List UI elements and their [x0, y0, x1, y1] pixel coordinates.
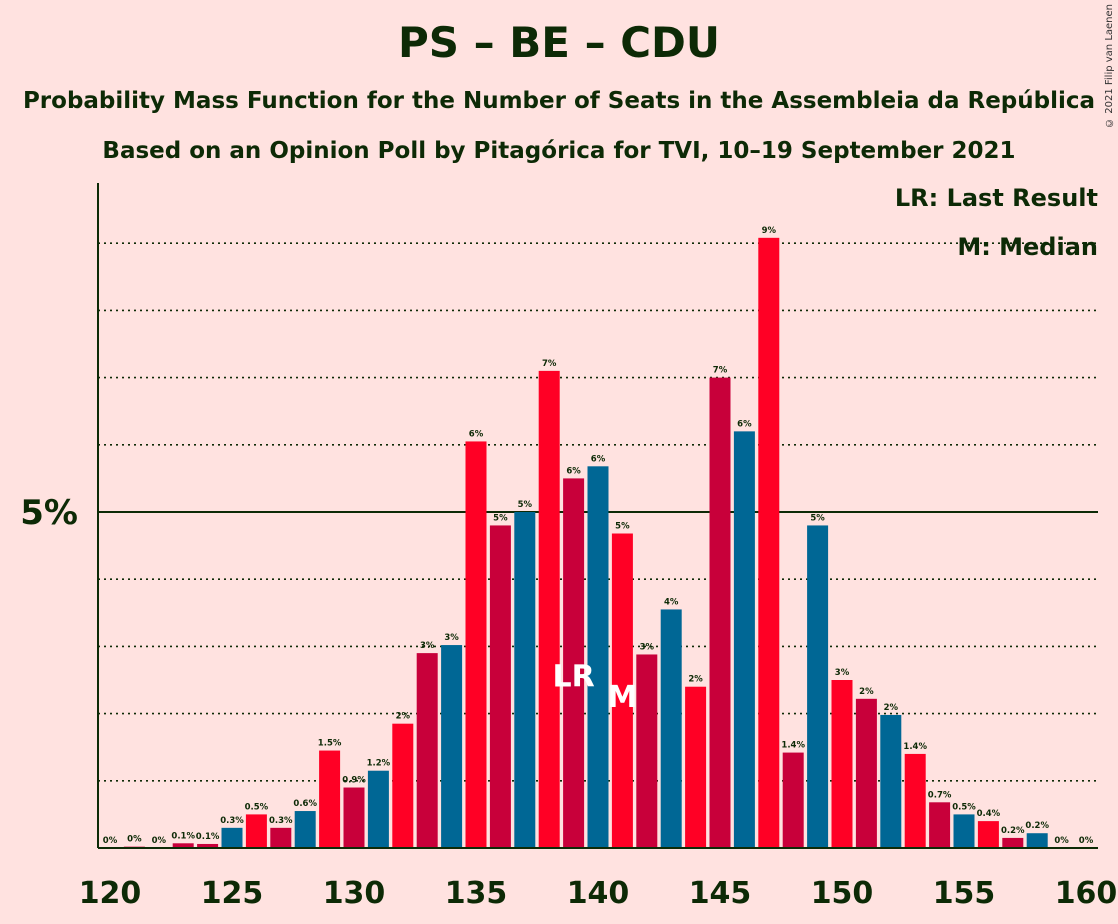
- markers: LR M: [552, 660, 637, 715]
- bar-seat-128: [294, 811, 316, 848]
- legend-last-result: LR: Last Result: [894, 184, 1098, 212]
- bar-seat-125: [221, 827, 243, 848]
- bar-label-seat-137: 5%: [518, 500, 533, 510]
- bar-labels: 0% 0% 0% 0.1% 0.1%0.3%0.5%0.3%0.6%1.5%0.9%1.…: [103, 226, 1094, 846]
- x-tick-label: 140: [567, 876, 630, 911]
- bar-seat-149: [807, 525, 829, 848]
- bar-label-seat-127: 0.3%: [269, 816, 293, 826]
- bar-seat-123: [172, 843, 194, 848]
- bar-seat-147: [758, 237, 780, 849]
- bar-label-seat-158: 0.2%: [1025, 821, 1049, 831]
- bar-label-seat-159: 0%: [1054, 836, 1069, 846]
- bar-label-seat-142: 3%: [640, 642, 655, 652]
- bar-label-seat-131: 1.2%: [367, 759, 391, 769]
- bar-label-seat-145: 7%: [713, 366, 728, 376]
- bar-label-seat-132: 2%: [396, 712, 411, 722]
- bar-seat-153: [904, 753, 926, 848]
- bar-label-seat-124: 0.1%: [196, 832, 220, 842]
- bar-seat-130: [343, 787, 365, 848]
- bar-label-seat-153: 1.4%: [903, 742, 927, 752]
- bar-seat-131: [367, 770, 389, 848]
- bar-label-seat-146: 6%: [737, 419, 752, 429]
- bar-label-seat-129: 1.5%: [318, 739, 342, 749]
- bar-label-seat-148: 1.4%: [781, 741, 805, 751]
- x-tick-label: 150: [811, 876, 874, 911]
- bar-seat-143: [660, 609, 682, 848]
- bar-label-seat-156: 0.4%: [977, 809, 1001, 819]
- bar-label-seat-160: 0%: [1079, 836, 1094, 846]
- bar-label-seat-150: 3%: [835, 668, 850, 678]
- bar-seat-132: [392, 723, 414, 848]
- x-tick-label: 130: [323, 876, 386, 911]
- bar-label-seat-154: 0.7%: [928, 790, 952, 800]
- median-marker: M: [607, 680, 637, 715]
- bar-label-seat-126: 0.5%: [245, 802, 269, 812]
- bars: [123, 237, 1048, 849]
- bar-label-seat-140: 6%: [591, 454, 606, 464]
- bar-seat-158: [1026, 833, 1048, 848]
- bar-label-seat-155: 0.5%: [952, 802, 976, 812]
- bar-seat-129: [319, 750, 341, 848]
- bar-label-seat-147: 9%: [762, 226, 777, 236]
- bar-label-seat-138: 7%: [542, 359, 557, 369]
- chart-subtitle: Probability Mass Function for the Number…: [22, 88, 1096, 114]
- bar-seat-156: [977, 821, 999, 848]
- bar-seat-151: [855, 698, 877, 848]
- bar-label-seat-134: 3%: [444, 633, 459, 643]
- axes: 5% 120 125 130 135 140 145 150 155 160: [20, 183, 1117, 911]
- x-tick-label: 125: [201, 876, 264, 911]
- bar-label-seat-143: 4%: [664, 597, 679, 607]
- bar-seat-145: [709, 377, 731, 848]
- bar-seat-150: [831, 680, 853, 848]
- bar-label-seat-135: 6%: [469, 429, 484, 439]
- bar-label-seat-128: 0.6%: [293, 799, 317, 809]
- x-tick-label: 155: [933, 876, 996, 911]
- bar-seat-146: [733, 431, 755, 848]
- x-tick-label: 120: [79, 876, 142, 911]
- bar-seat-137: [514, 512, 536, 848]
- bar-seat-135: [465, 441, 487, 848]
- bar-label-seat-141: 5%: [615, 522, 630, 532]
- legend-median: M: Median: [957, 233, 1098, 261]
- bar-label-seat-157: 0.2%: [1001, 826, 1025, 836]
- bar-label-seat-133: 3%: [420, 641, 435, 651]
- bar-seat-142: [636, 654, 658, 848]
- bar-seat-133: [416, 653, 438, 848]
- bar-seat-152: [880, 714, 902, 848]
- bar-label-seat-139: 6%: [566, 466, 581, 476]
- bar-seat-148: [782, 752, 804, 848]
- bar-label-seat-149: 5%: [810, 513, 825, 523]
- bar-seat-154: [929, 802, 951, 848]
- bar-label-seat-152: 2%: [884, 703, 899, 713]
- bar-seat-126: [245, 814, 267, 848]
- x-tick-label: 145: [689, 876, 752, 911]
- chart-title: PS – BE – CDU: [397, 18, 720, 67]
- bar-seat-144: [685, 686, 707, 848]
- bar-seat-155: [953, 814, 975, 848]
- bar-seat-134: [441, 645, 463, 848]
- bar-seat-138: [538, 370, 560, 848]
- last-result-marker: LR: [552, 660, 594, 695]
- bar-label-seat-125: 0.3%: [220, 816, 244, 826]
- bar-label-seat-121: 0%: [127, 835, 142, 845]
- x-tick-label: 160: [1055, 876, 1118, 911]
- bar-label-seat-151: 2%: [859, 687, 874, 697]
- bar-seat-140: [587, 466, 609, 848]
- y-tick-label: 5%: [20, 493, 78, 533]
- bar-seat-136: [489, 525, 511, 848]
- bar-seat-124: [197, 843, 219, 848]
- x-tick-label: 135: [445, 876, 508, 911]
- bar-label-seat-122: 0%: [152, 836, 167, 846]
- bar-seat-141: [611, 533, 633, 848]
- bar-label-seat-144: 2%: [688, 675, 703, 685]
- bar-seat-157: [1002, 837, 1024, 848]
- bar-seat-139: [563, 478, 585, 848]
- bar-label-seat-123: 0.1%: [171, 831, 195, 841]
- bar-seat-127: [270, 827, 292, 848]
- bar-label-seat-130: 0.9%: [342, 776, 366, 786]
- bar-label-seat-120: 0%: [103, 836, 118, 846]
- chart-subtitle-source: Based on an Opinion Poll by Pitagórica f…: [102, 138, 1016, 164]
- bar-label-seat-136: 5%: [493, 513, 508, 523]
